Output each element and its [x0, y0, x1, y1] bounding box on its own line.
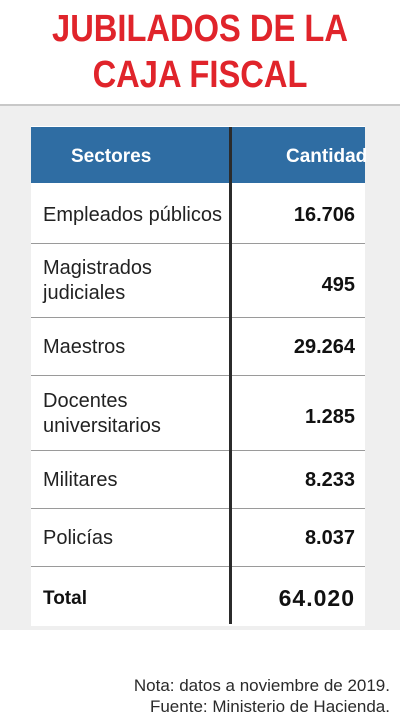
sector-value: 1.285 — [304, 406, 355, 428]
sector-label-line: Empleados públicos — [43, 203, 222, 226]
row-separator — [31, 317, 365, 318]
sector-label: Magistrados judiciales — [43, 256, 223, 306]
sector-label-line: universitarios — [43, 414, 161, 437]
sector-value: 495 — [321, 273, 355, 296]
row-separator — [31, 508, 365, 509]
sector-label: Docentes universitarios — [43, 389, 223, 439]
title-header: JUBILADOS DE LA CAJA FISCAL — [0, 0, 400, 106]
sector-label: Empleados públicos — [43, 203, 223, 228]
title-line-2: CAJA FISCAL — [92, 54, 308, 96]
table-row: Policías 8.037 — [31, 509, 365, 567]
row-separator — [31, 450, 365, 451]
sector-label-line: judiciales — [43, 282, 126, 304]
table — [31, 126, 365, 626]
row-separator — [31, 375, 365, 376]
sector-label-line: Docentes — [43, 389, 128, 412]
footnote-nota: Nota: datos a noviembre de 2019. — [133, 676, 390, 695]
row-separator — [31, 243, 365, 244]
sector-value: 8.037 — [304, 526, 355, 549]
sector-value: 16.706 — [293, 203, 355, 226]
table-row: Maestros 29.264 — [31, 318, 365, 376]
table-row: Militares 8.233 — [31, 451, 365, 509]
column-divider — [229, 127, 232, 624]
sector-label: Maestros — [43, 335, 223, 360]
sector-label-line: Militares — [43, 468, 118, 491]
sector-label-line: Maestros — [43, 335, 126, 358]
title-line-1: JUBILADOS DE LA — [52, 8, 348, 50]
row-separator — [31, 566, 365, 567]
sector-label: Militares — [43, 468, 223, 493]
sector-label-line: Policías — [43, 526, 114, 549]
table-row: Magistrados judiciales 495 — [31, 244, 365, 318]
column-header-sectores: Sectores — [71, 146, 152, 167]
sector-label: Policías — [43, 526, 223, 551]
total-label: Total — [43, 587, 87, 609]
total-row: Total 64.020 — [31, 567, 365, 625]
column-header-cantidad: Cantidad — [286, 146, 368, 167]
footnote-fuente: Fuente: Ministerio de Hacienda. — [149, 697, 390, 716]
sector-value: 29.264 — [293, 335, 355, 358]
sector-label-line: Magistrados — [43, 257, 152, 279]
sector-value: 8.233 — [304, 468, 355, 491]
table-row: Empleados públicos 16.706 — [31, 186, 365, 244]
total-value: 64.020 — [278, 584, 355, 611]
table-row: Docentes universitarios 1.285 — [31, 376, 365, 451]
table-header: Sectores Cantidad — [31, 127, 368, 183]
